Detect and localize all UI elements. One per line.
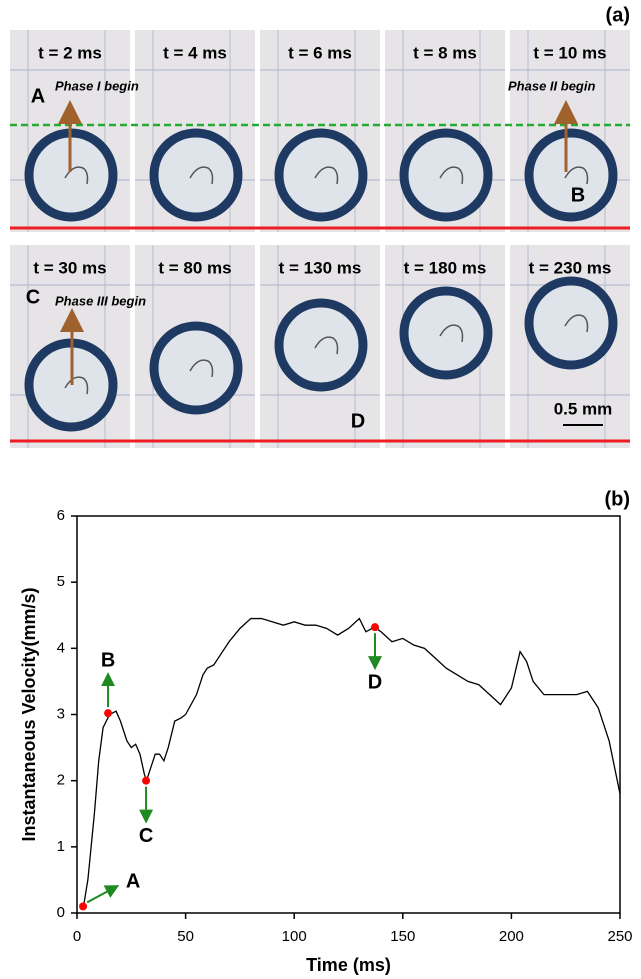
debris: [189, 166, 214, 185]
panel-label: (b): [604, 488, 630, 510]
scale-bar-label: 0.5 mm: [554, 399, 613, 418]
velocity-line: [82, 617, 621, 907]
phase-point: [104, 709, 113, 718]
phase-point: [142, 776, 151, 785]
pointer-arrow: [86, 885, 120, 904]
y-tick-label: 1: [57, 838, 65, 855]
bubble: [149, 128, 243, 222]
phase-point: [79, 902, 88, 911]
panel-a: t = 2 ms t = 4 ms t = 6 ms t = 8 ms t = 10 m…: [10, 30, 630, 448]
annotation: C: [26, 286, 40, 308]
debris: [439, 324, 464, 343]
debris: [564, 166, 589, 185]
debris: [564, 314, 589, 333]
time-label: t = 4 ms: [163, 43, 227, 62]
annotation: D: [351, 410, 365, 432]
time-label: t = 6 ms: [288, 43, 352, 62]
x-axis-label: Time (ms): [306, 955, 391, 975]
annotation: B: [571, 184, 585, 206]
time-label: t = 2 ms: [38, 43, 102, 62]
point-label: A: [126, 871, 140, 893]
y-tick-label: 0: [57, 904, 65, 921]
plot-frame: [76, 515, 621, 914]
bubble: [524, 128, 618, 222]
annotation: Phase III begin: [55, 293, 146, 308]
bubble: [399, 128, 493, 222]
debris: [314, 336, 339, 355]
phase-point: [370, 623, 379, 632]
panel-b: (b) 0 50 100 150 200 250 0 1 2 3 4 5 6 Time (ms) Instan…: [19, 488, 633, 974]
x-tick-label: 200: [499, 928, 524, 945]
time-label: t = 30 ms: [33, 258, 106, 277]
x-tick-label: 250: [607, 928, 632, 945]
debris: [314, 166, 339, 185]
y-tick-label: 3: [57, 705, 65, 722]
point-label: C: [139, 825, 153, 847]
bubble: [149, 321, 243, 415]
y-tick-label: 4: [57, 639, 65, 656]
y-tick-label: 5: [57, 573, 65, 590]
annotation: Phase II begin: [508, 78, 595, 93]
annotation: Phase I begin: [55, 78, 139, 93]
point-label: B: [101, 649, 115, 671]
bubble: [274, 128, 368, 222]
time-label: t = 230 ms: [529, 258, 612, 277]
time-label: t = 80 ms: [158, 258, 231, 277]
panel-label: (a): [606, 4, 630, 26]
bubble: [524, 276, 618, 370]
time-label: t = 8 ms: [413, 43, 477, 62]
y-axis-label: Instantaneous Velocity(mm/s): [19, 587, 39, 841]
x-tick-label: 0: [73, 928, 81, 945]
time-label: t = 10 ms: [533, 43, 606, 62]
bubble: [399, 286, 493, 380]
time-label: t = 180 ms: [404, 258, 487, 277]
debris: [64, 376, 89, 395]
time-label: t = 130 ms: [279, 258, 362, 277]
x-tick-label: 150: [390, 928, 415, 945]
annotation: A: [31, 85, 45, 107]
bubble: [274, 298, 368, 392]
debris: [439, 166, 464, 185]
y-tick-label: 2: [57, 772, 65, 789]
x-tick-label: 100: [282, 928, 307, 945]
debris: [189, 359, 214, 378]
y-tick-label: 6: [57, 507, 65, 524]
x-tick-label: 50: [177, 928, 194, 945]
point-label: D: [368, 671, 382, 693]
